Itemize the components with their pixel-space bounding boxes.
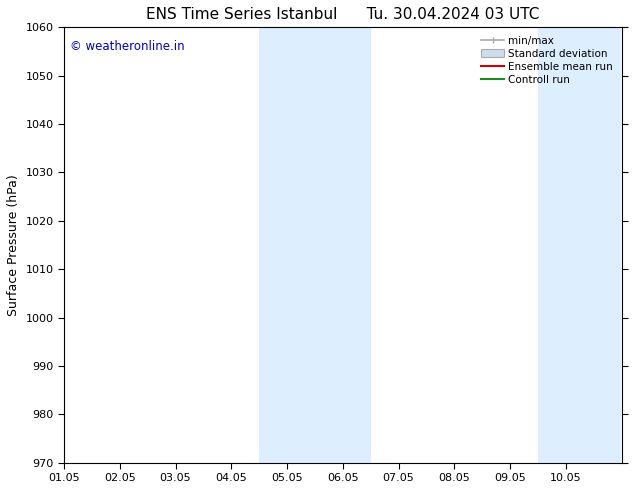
Bar — [538, 27, 621, 463]
Bar — [259, 27, 371, 463]
Legend: min/max, Standard deviation, Ensemble mean run, Controll run: min/max, Standard deviation, Ensemble me… — [478, 32, 616, 88]
Text: © weatheronline.in: © weatheronline.in — [70, 40, 184, 53]
Title: ENS Time Series Istanbul      Tu. 30.04.2024 03 UTC: ENS Time Series Istanbul Tu. 30.04.2024 … — [146, 7, 540, 22]
Y-axis label: Surface Pressure (hPa): Surface Pressure (hPa) — [7, 174, 20, 316]
